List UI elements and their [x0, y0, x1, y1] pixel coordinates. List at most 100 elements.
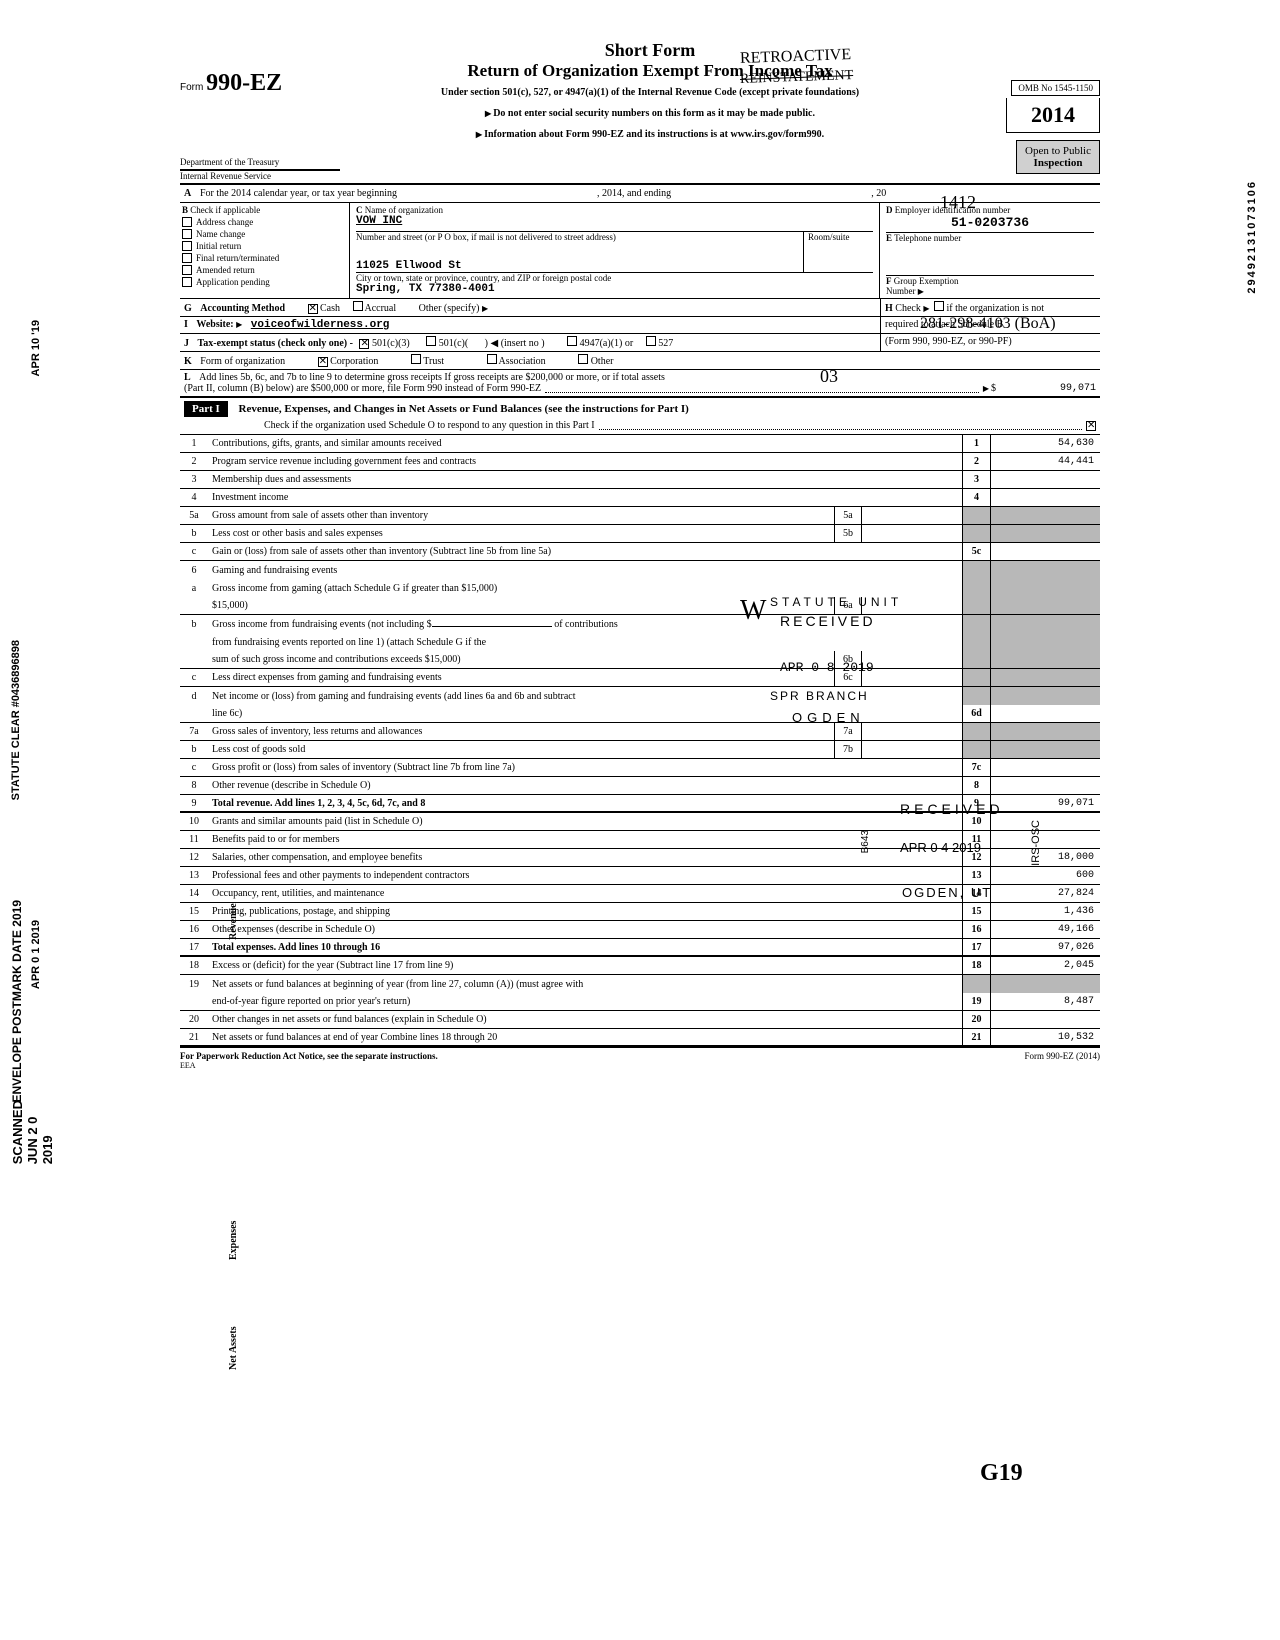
lbl-4947: 4947(a)(1) or	[580, 338, 634, 349]
box-bcde-row: B Check if applicable Address change Nam…	[180, 203, 1100, 299]
group-ex-label: Group Exemption	[894, 276, 959, 286]
line-6b-text1: Gross income from fundraising events (no…	[212, 619, 432, 630]
line-12-amt: 18,000	[990, 849, 1100, 866]
stamp-received-2: RECEIVED	[900, 801, 1004, 817]
stamp-date-1: APR 0 8 2019	[780, 660, 874, 675]
chk-schedule-o[interactable]	[1086, 421, 1096, 431]
line-6d-amt	[990, 705, 1100, 722]
line-2-text: Program service revenue including govern…	[208, 454, 962, 469]
form-org-label: Form of organization	[200, 356, 285, 367]
line-16: 16Other expenses (describe in Schedule O…	[180, 921, 1100, 939]
line-3: 3Membership dues and assessments 3	[180, 471, 1100, 489]
box-c-label: Name of organization	[365, 205, 443, 215]
sidebar-net-assets: Net Assets	[228, 1326, 239, 1370]
chk-final-return[interactable]	[182, 253, 192, 263]
website-value: voiceofwilderness.org	[251, 319, 390, 331]
line-7c-text: Gross profit or (loss) from sales of inv…	[208, 760, 962, 775]
handwritten-g19: G19	[980, 1460, 1023, 1487]
stamp-date2-a: APR 0 4	[900, 840, 948, 855]
line-13: 13Professional fees and other payments t…	[180, 867, 1100, 885]
letter-k: K	[184, 356, 192, 367]
lbl-final-return: Final return/terminated	[196, 253, 279, 263]
line-20-amt	[990, 1011, 1100, 1028]
lbl-other-method: Other (specify)	[419, 303, 480, 314]
return-title: Return of Organization Exempt From Incom…	[340, 61, 960, 81]
form-page: OMB No 1545-1150 2014 Open to Public Ins…	[180, 40, 1100, 1070]
chk-amended[interactable]	[182, 265, 192, 275]
chk-4947[interactable]	[567, 336, 577, 346]
h-check-label: Check	[895, 303, 921, 314]
line-19-amt: 8,487	[990, 993, 1100, 1010]
lbl-insert-no: (insert no )	[501, 338, 545, 349]
chk-527[interactable]	[646, 336, 656, 346]
line-4-text: Investment income	[208, 490, 962, 505]
line-5b: bLess cost or other basis and sales expe…	[180, 525, 1100, 543]
lbl-527: 527	[658, 338, 673, 349]
lbl-corp: Corporation	[330, 356, 378, 367]
apr10-date: APR 10 '19	[30, 320, 42, 376]
under-section: Under section 501(c), 527, or 4947(a)(1)…	[340, 87, 960, 98]
line-6a-text: Gross income from gaming (attach Schedul…	[212, 583, 497, 594]
part1-title: Revenue, Expenses, and Changes in Net As…	[239, 403, 689, 415]
lbl-cash: Cash	[320, 303, 340, 314]
stamp-statute-unit: STATUTE UNIT	[770, 595, 902, 609]
box-b-label: Check if applicable	[190, 205, 260, 215]
chk-initial-return[interactable]	[182, 241, 192, 251]
tax-year: 2014	[1006, 98, 1100, 133]
chk-other-org[interactable]	[578, 354, 588, 364]
line-8-amt	[990, 777, 1100, 794]
chk-501c3[interactable]	[359, 339, 369, 349]
form-number: 990-EZ	[206, 70, 282, 96]
chk-app-pending[interactable]	[182, 277, 192, 287]
line-2-amt: 44,441	[990, 453, 1100, 470]
line-6: 6Gaming and fundraising events	[180, 561, 1100, 579]
stamp-date2-b: 2019	[952, 840, 981, 855]
line-5c-amt	[990, 543, 1100, 560]
line-8-text: Other revenue (describe in Schedule O)	[208, 778, 962, 793]
line-5b-text: Less cost or other basis and sales expen…	[208, 526, 834, 541]
line-20: 20Other changes in net assets or fund ba…	[180, 1011, 1100, 1029]
chk-address-change[interactable]	[182, 217, 192, 227]
line-8: 8Other revenue (describe in Schedule O) …	[180, 777, 1100, 795]
line-6b-text2: of contributions	[554, 619, 618, 630]
line-18-amt: 2,045	[990, 957, 1100, 974]
line-6c-text: Less direct expenses from gaming and fun…	[208, 670, 834, 685]
line-14-amt: 27,824	[990, 885, 1100, 902]
chk-501c[interactable]	[426, 336, 436, 346]
letter-i: I	[184, 319, 188, 330]
open-to-public: Open to Public	[1025, 145, 1091, 157]
letter-g: G	[184, 303, 192, 314]
chk-assoc[interactable]	[487, 354, 497, 364]
inspection-label: Inspection	[1025, 157, 1091, 169]
dept-treasury: Department of the Treasury	[180, 157, 340, 171]
line-15-text: Printing, publications, postage, and shi…	[208, 904, 962, 919]
line-3-amt	[990, 471, 1100, 488]
handwritten-03: 03	[820, 366, 838, 387]
line-6b-3: sum of such gross income and contributio…	[180, 651, 1100, 669]
chk-cash[interactable]	[308, 304, 318, 314]
letter-j: J	[184, 338, 189, 349]
line-7b: bLess cost of goods sold 7b	[180, 741, 1100, 759]
row-j: J Tax-exempt status (check only one) - 5…	[180, 334, 1100, 352]
line-6b-1: bGross income from fundraising events (n…	[180, 615, 1100, 633]
website-label: Website:	[196, 319, 233, 330]
chk-trust[interactable]	[411, 354, 421, 364]
dept-irs: Internal Revenue Service	[180, 171, 340, 183]
line-21-text: Net assets or fund balances at end of ye…	[208, 1030, 962, 1045]
org-city: Spring, TX 77380-4001	[356, 283, 873, 295]
org-name: VOW INC	[356, 215, 873, 227]
form-number-block: Form 990-EZ Department of the Treasury I…	[180, 40, 340, 183]
stamp-date-2: APR 0 4 2019	[900, 840, 981, 855]
sidebar-expenses: Expenses	[228, 1221, 239, 1260]
chk-accrual[interactable]	[353, 301, 363, 311]
chk-h[interactable]	[934, 301, 944, 311]
chk-name-change[interactable]	[182, 229, 192, 239]
part1-check-o: Check if the organization used Schedule …	[264, 420, 595, 431]
line-1-text: Contributions, gifts, grants, and simila…	[208, 436, 962, 451]
chk-corp[interactable]	[318, 357, 328, 367]
line-7b-box: 7b	[834, 741, 862, 758]
lbl-address-change: Address change	[196, 217, 253, 227]
line-1: 1Contributions, gifts, grants, and simil…	[180, 435, 1100, 453]
line-7c-amt	[990, 759, 1100, 776]
box-c: C Name of organization VOW INC Number an…	[350, 203, 880, 298]
